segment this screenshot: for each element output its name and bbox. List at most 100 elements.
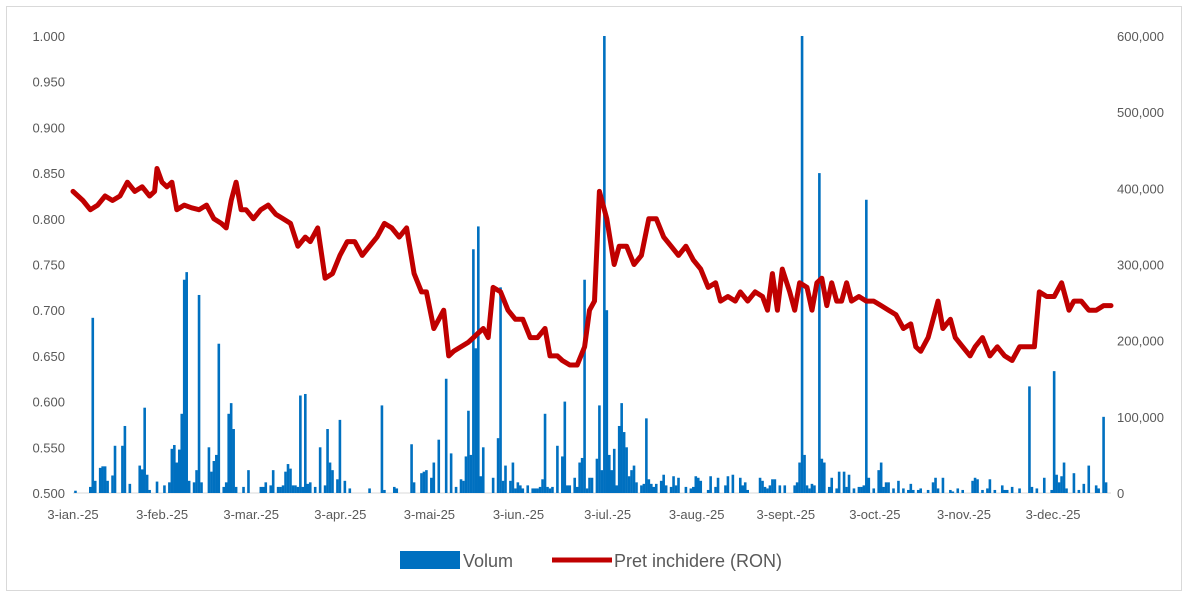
volume-bar [128,483,132,493]
volume-bar [212,461,216,493]
volume-bar [603,36,606,493]
volume-bar [600,470,604,493]
volume-bar [578,462,581,493]
volume-bar [262,486,265,493]
volume-bar [827,486,831,493]
volume-bar [645,418,648,493]
x-tick-label: 3-iul.-25 [584,507,631,522]
volume-bar [286,464,290,493]
volume-bar [143,407,146,493]
volume-bar [743,482,747,493]
volume-bar [884,482,888,493]
volume-bar [207,447,211,493]
volume-bar [551,486,554,493]
volume-bar [1072,473,1076,493]
volume-bar [598,405,601,493]
volume-bar [951,491,955,493]
volume-bar [738,477,742,493]
volume-bar [1052,371,1056,493]
volume-bar [217,343,221,493]
volume-bar [138,465,142,493]
volume-bar [610,470,614,493]
volume-bar [1082,483,1086,493]
left-tick-label: 0.900 [32,120,65,135]
volume-bar [301,486,305,493]
volume-bar [1035,488,1039,493]
volume-bar [818,173,821,493]
volume-bar [857,486,861,493]
x-tick-label: 3-iun.-25 [493,507,544,522]
volume-bar [1000,485,1004,493]
volume-bar [993,489,997,493]
volume-bar [677,477,680,493]
volume-bar [561,456,564,493]
volume-bar [865,199,868,493]
volume-bar [635,482,638,493]
volume-bar [845,486,848,493]
x-tick-label: 3-sept.-25 [757,507,816,522]
volume-bar [696,477,700,493]
right-axis: 0 100,000 200,000 300,000 400,000 500,000 600,… [1117,29,1164,501]
volume-bar [462,480,465,493]
x-tick-label: 3-apr.-25 [314,507,366,522]
volume-bar [1042,477,1046,493]
volume-bar [368,488,371,493]
left-tick-label: 0.700 [32,303,65,318]
volume-bar [182,279,186,493]
volume-bar [89,486,92,493]
volume-bar [173,445,176,493]
volume-bar [761,480,764,493]
volume-bar [588,477,591,493]
volume-bar [835,488,838,493]
volume-bar [538,486,542,493]
volume-bar [331,470,334,493]
left-tick-label: 0.550 [32,440,65,455]
volume-bar [444,378,448,493]
right-tick-label: 0 [1117,486,1124,501]
volume-bar [640,485,643,493]
x-tick-label: 3-nov.-25 [937,507,991,522]
volume-bar [425,470,428,493]
volume-bar [140,469,144,493]
volume-bar [481,447,485,493]
volume-bar [170,448,174,493]
volume-bar [1050,489,1053,493]
left-tick-label: 0.500 [32,486,65,501]
volume-bar [612,448,616,493]
volume-bar [526,485,530,493]
volume-bar [541,479,544,493]
volume-bar [706,489,710,493]
volume-bar [276,486,280,493]
volume-bar [496,438,500,493]
volume-bar [477,226,480,493]
volume-bar [652,486,656,493]
volume-bar [1060,476,1063,493]
volume-bar [724,485,727,493]
volume-bar [531,488,534,493]
volume-bar [595,458,599,493]
volume-bar [229,403,233,493]
volume-bar [195,470,198,493]
left-tick-label: 0.750 [32,258,65,273]
volume-bar [313,486,317,493]
volume-bar [862,485,866,493]
left-tick-label: 0.850 [32,166,65,181]
volume-bar [872,488,876,493]
chart-frame: 0.500 0.550 0.600 0.650 0.700 0.750 0.800 0.850… [6,6,1182,591]
volume-bar [420,473,423,493]
volume-bar [197,294,201,493]
volume-bar [867,477,871,493]
volume-bar [897,480,900,493]
left-axis: 0.500 0.550 0.600 0.650 0.700 0.750 0.800 0.850… [32,29,65,501]
volume-bar [556,445,559,493]
volume-bar [793,485,796,493]
volume-bar [412,482,416,493]
volume-bar [971,480,974,493]
volume-bar [766,488,769,493]
volume-bar [299,395,302,493]
volume-bar [469,454,473,493]
volume-bar [842,471,846,493]
volume-bar [726,476,730,493]
volume-bar [459,479,463,493]
volume-bar [892,488,895,493]
